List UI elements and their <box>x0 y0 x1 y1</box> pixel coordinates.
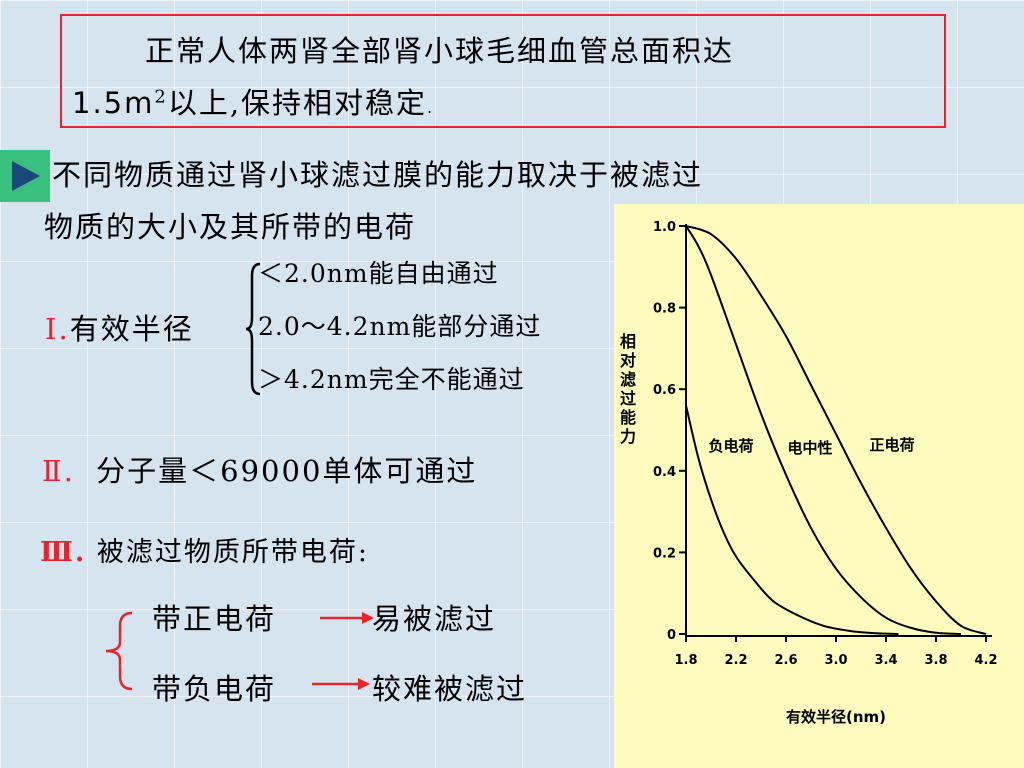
radius-heading: Ⅰ.有效半径 <box>45 306 194 348</box>
positive-charge-label: 带正电荷 <box>152 602 277 636</box>
factor-line-1: 不同物质通过肾小球滤过膜的能力取决于被滤过 <box>52 158 704 192</box>
mw-numeral: Ⅱ. <box>42 454 75 488</box>
radius-option-2: 2.0～4.2nm能部分通过 <box>258 312 542 341</box>
radius-numeral: Ⅰ. <box>45 312 70 346</box>
charge-title: 被滤过物质所带电荷: <box>96 537 369 568</box>
charge-brace-icon <box>105 611 133 691</box>
intro-line-2-end: . <box>427 98 435 117</box>
intro-box <box>60 14 946 128</box>
arrow-right-icon <box>312 678 370 690</box>
series-label: 负电荷 <box>708 437 753 455</box>
y-tick-label: 1.0 <box>653 220 676 235</box>
series-line <box>685 405 899 635</box>
x-tick-label: 1.8 <box>674 653 697 668</box>
mw-line: Ⅱ. 分子量＜69000单体可通过 <box>42 448 477 490</box>
area-value: 1.5m <box>72 86 155 120</box>
chart-svg: 0 0.2 0.4 0.6 0.8 1.0 1.8 2.2 2.6 3.0 3.4 3.8 4.2 相对滤… <box>620 220 998 726</box>
radius-option-3: ＞4.2nm完全不能通过 <box>258 365 525 394</box>
x-tick-label: 4.2 <box>974 653 997 668</box>
radius-option-1: ＜2.0nm能自由通过 <box>258 259 499 288</box>
intro-line-2: 1.5m2以上,保持相对稳定. <box>72 80 434 122</box>
x-axis-label: 有效半径(nm) <box>786 708 886 726</box>
charge-numeral: Ⅲ. <box>40 537 87 568</box>
x-tick-label: 3.0 <box>824 653 847 668</box>
series-label: 电中性 <box>787 439 832 457</box>
x-tick-label: 2.6 <box>774 653 797 668</box>
intro-line-2-rest: 以上,保持相对稳定 <box>167 86 428 120</box>
radius-label: 有效半径 <box>69 312 194 346</box>
negative-charge-label: 带负电荷 <box>152 672 277 706</box>
y-axis-label-char: 力 <box>620 427 636 446</box>
y-axis-label-char: 滤 <box>620 370 636 389</box>
y-tick-label: 0.2 <box>653 546 676 561</box>
series-line <box>685 225 962 635</box>
arrow-right-icon <box>320 612 374 624</box>
series-line <box>685 225 987 635</box>
negative-charge-result: 较难被滤过 <box>372 672 528 706</box>
x-tick-label: 3.8 <box>924 653 947 668</box>
y-tick-label: 0 <box>667 628 676 643</box>
y-tick-label: 0.6 <box>653 383 676 398</box>
charge-heading: Ⅲ. 被滤过物质所带电荷: <box>40 530 369 569</box>
y-axis-label-char: 相 <box>620 332 636 351</box>
mw-text: 分子量＜69000单体可通过 <box>96 454 478 488</box>
radius-brace-icon <box>245 262 261 396</box>
y-axis-label-char: 能 <box>620 408 636 427</box>
y-tick-label: 0.8 <box>653 302 676 317</box>
y-axis-label-char: 对 <box>620 351 636 370</box>
play-triangle-icon <box>12 161 40 191</box>
x-tick-label: 2.2 <box>724 653 747 668</box>
play-button[interactable] <box>0 150 50 202</box>
y-axis-label-char: 过 <box>620 389 636 408</box>
x-tick-label: 3.4 <box>874 653 897 668</box>
y-tick-label: 0.4 <box>653 465 676 480</box>
area-exponent: 2 <box>154 86 168 108</box>
series-label: 正电荷 <box>869 436 914 454</box>
intro-line-1: 正常人体两肾全部肾小球毛细血管总面积达 <box>145 34 735 68</box>
positive-charge-result: 易被滤过 <box>372 602 497 636</box>
factor-line-2: 物质的大小及其所带的电荷 <box>44 210 417 244</box>
filtration-chart: 0 0.2 0.4 0.6 0.8 1.0 1.8 2.2 2.6 3.0 3.4 3.8 4.2 相对滤… <box>614 204 1024 768</box>
